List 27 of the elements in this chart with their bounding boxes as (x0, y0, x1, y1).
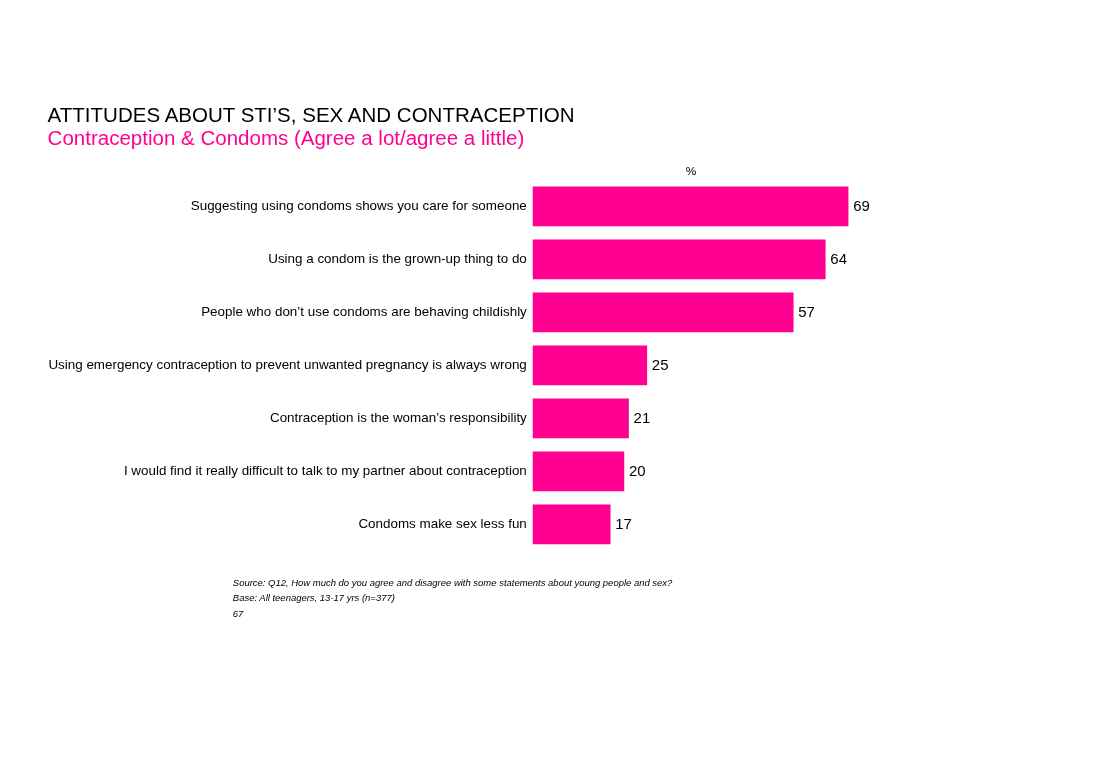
data-label: 21 (633, 409, 651, 427)
bar (532, 292, 794, 333)
data-label: 25 (651, 356, 669, 374)
text: Contraception & Condoms (Agree a lot/agree a little) (47, 126, 525, 150)
data-label: 64 (830, 250, 847, 268)
data-label: 20 (628, 462, 646, 480)
y-tick-label: I would find it really difficult to talk to my partner about contraception (123, 463, 527, 479)
y-tick-label: Contraception is the woman’s responsibility (269, 410, 528, 426)
bar (532, 504, 611, 545)
y-tick-label: Using a condom is the grown-up thing to do (268, 251, 527, 267)
bar (532, 239, 826, 280)
y-tick-label: Suggesting using condoms shows you care for someone (190, 198, 527, 214)
y-tick-label: Using emergency contraception to prevent unwanted pregnancy is always wrong (48, 357, 527, 373)
text: 67 (232, 608, 245, 620)
data-label: 69 (853, 197, 870, 215)
x-axis-title: % (685, 163, 697, 178)
bar (532, 186, 849, 227)
bar (532, 345, 648, 386)
y-tick-label: People who don’t use condoms are behaving childishly (201, 304, 528, 320)
data-label: 17 (615, 515, 632, 533)
y-tick-label: Condoms make sex less fun (358, 516, 527, 532)
text: Base: All teenagers, 13-17 yrs (n=377) (232, 592, 395, 604)
source-note: Source: Q12, How much do you agree and disagree with some statements about young people and sex? (232, 576, 674, 588)
data-label: 57 (798, 303, 815, 321)
bar (532, 398, 629, 439)
text: ATTITUDES ABOUT STI’S, SEX AND CONTRACEPTION (47, 103, 575, 127)
bar (532, 451, 625, 492)
